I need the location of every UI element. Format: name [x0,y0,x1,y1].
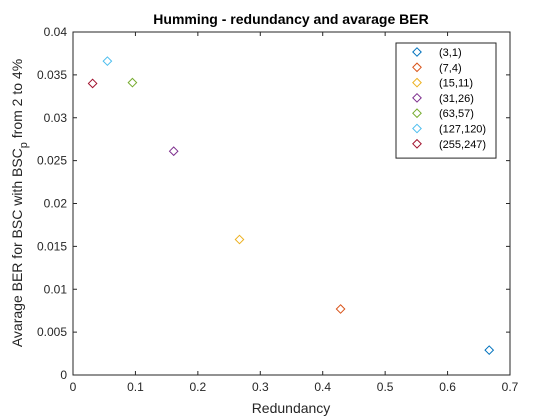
data-point-1 [335,304,346,314]
chart-title: Humming - redundancy and avarage BER [153,11,428,27]
y-axis-label-main: Avarage BER for BSC with BSC [9,148,25,347]
y-tick-label: 0.01 [44,282,68,296]
y-axis-label: Avarage BER for BSC with BSCp from 2 to … [9,59,30,347]
legend-entry: (63,57) [439,108,474,120]
x-tick-label: 0.7 [502,380,519,394]
x-tick-label: 0.4 [314,380,331,394]
x-tick-label: 0.1 [127,380,144,394]
data-point-6 [87,78,98,89]
legend-marker-3 [412,92,422,103]
x-axis-label: Redundancy [252,400,331,416]
data-point-4 [127,77,138,88]
y-tick-label: 0.005 [37,325,67,339]
legend-marker-6 [412,138,422,149]
legend-entry: (31,26) [439,93,474,105]
x-tick-label: 0.3 [252,380,269,394]
legend-entry: (15,11) [439,78,473,90]
data-point-3 [168,146,179,157]
y-tick-label: 0 [60,368,67,382]
legend-entry: (255,247) [439,139,486,151]
legend-box [395,42,497,159]
x-tick-label: 0.2 [190,380,207,394]
y-tick-label: 0.03 [44,111,68,125]
y-tick-label: 0.02 [44,197,68,211]
x-tick-label: 0 [70,380,77,394]
legend-entry: (7,4) [439,62,462,74]
y-tick-label: 0.025 [37,154,67,168]
legend-marker-1 [412,62,422,73]
legend-entry: (127,120) [439,124,486,136]
y-tick-label: 0.035 [37,68,67,82]
legend-marker-5 [412,123,422,134]
legend-entry: (3,1) [439,47,462,59]
y-axis-label-tail: from 2 to 4% [9,59,25,142]
legend-marker-2 [412,77,422,88]
y-tick-label: 0.015 [37,239,67,253]
data-point-2 [234,234,245,245]
y-axis-label-subscript: p [18,142,30,148]
x-tick-label: 0.5 [377,380,394,394]
data-point-0 [484,345,495,356]
legend-marker-4 [412,108,422,119]
data-point-5 [102,56,113,67]
x-tick-label: 0.6 [439,380,456,394]
legend-marker-0 [412,47,422,57]
y-tick-label: 0.04 [44,25,68,39]
